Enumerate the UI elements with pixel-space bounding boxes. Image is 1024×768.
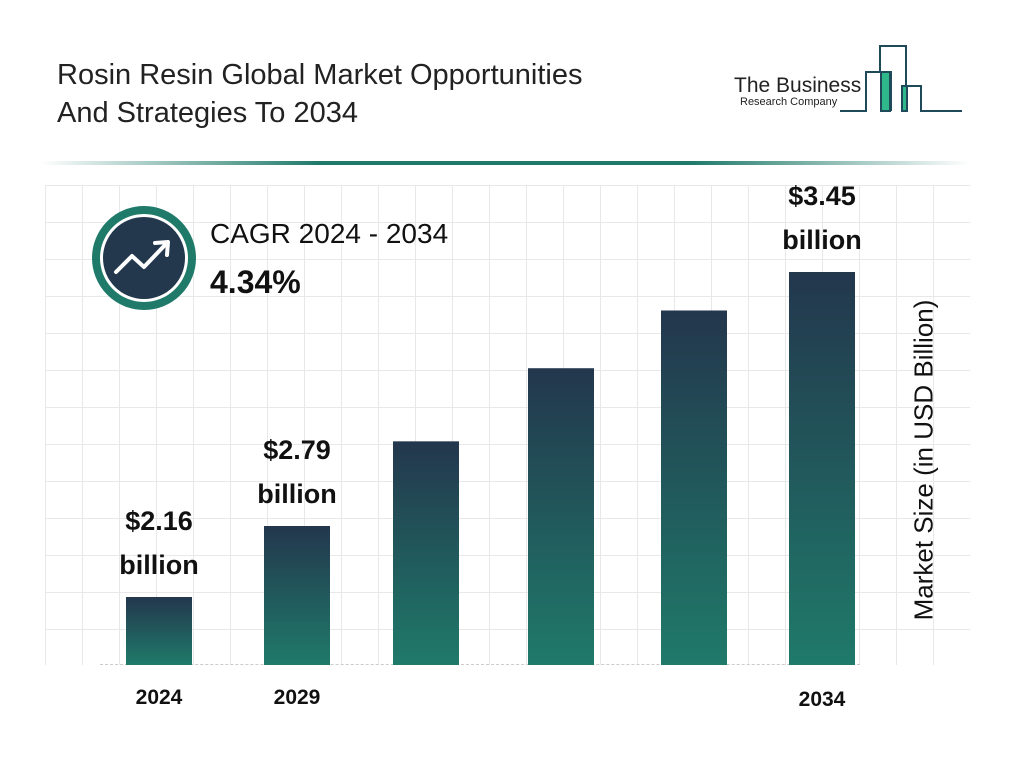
x-axis-baseline [100, 664, 860, 665]
logo-buildings-icon [840, 45, 962, 112]
data-label: $2.16 billion [119, 499, 198, 587]
cagr-label: CAGR 2024 - 2034 [210, 218, 449, 249]
x-tick-label: 2024 [135, 686, 183, 709]
title-line-1: Rosin Resin Global Market Opportunities [57, 59, 583, 91]
data-label: $2.79 billion [257, 428, 336, 516]
data-label-unit: billion [782, 225, 862, 255]
cagr-value: 4.34% [210, 264, 301, 300]
title-line-2: And Strategies To 2034 [57, 97, 358, 129]
data-label: $3.45 billion [782, 174, 861, 262]
data-label-amount: $2.79 [263, 435, 331, 465]
data-label-amount: $2.16 [125, 506, 193, 536]
bar-2034 [789, 272, 855, 665]
trending-up-icon [92, 206, 196, 310]
y-axis-label: Market Size (in USD Billion) [908, 299, 939, 621]
header-divider [40, 161, 970, 165]
data-label-unit: billion [257, 479, 337, 509]
x-tick-label: 2029 [273, 686, 321, 709]
chart-title: Rosin Resin Global Market Opportunities … [57, 56, 582, 132]
data-label-unit: billion [119, 550, 199, 580]
data-label-amount: $3.45 [788, 181, 856, 211]
bar-2024 [126, 597, 192, 665]
x-tick-label: 2034 [798, 688, 846, 711]
bar-2029 [264, 526, 330, 665]
logo-text-line-2: Research Company [740, 96, 838, 108]
bar-unlabeled-2 [393, 441, 459, 665]
bar-unlabeled-3 [528, 368, 594, 665]
bar-unlabeled-4 [661, 310, 727, 665]
logo-text-line-1: The Business [734, 74, 862, 97]
